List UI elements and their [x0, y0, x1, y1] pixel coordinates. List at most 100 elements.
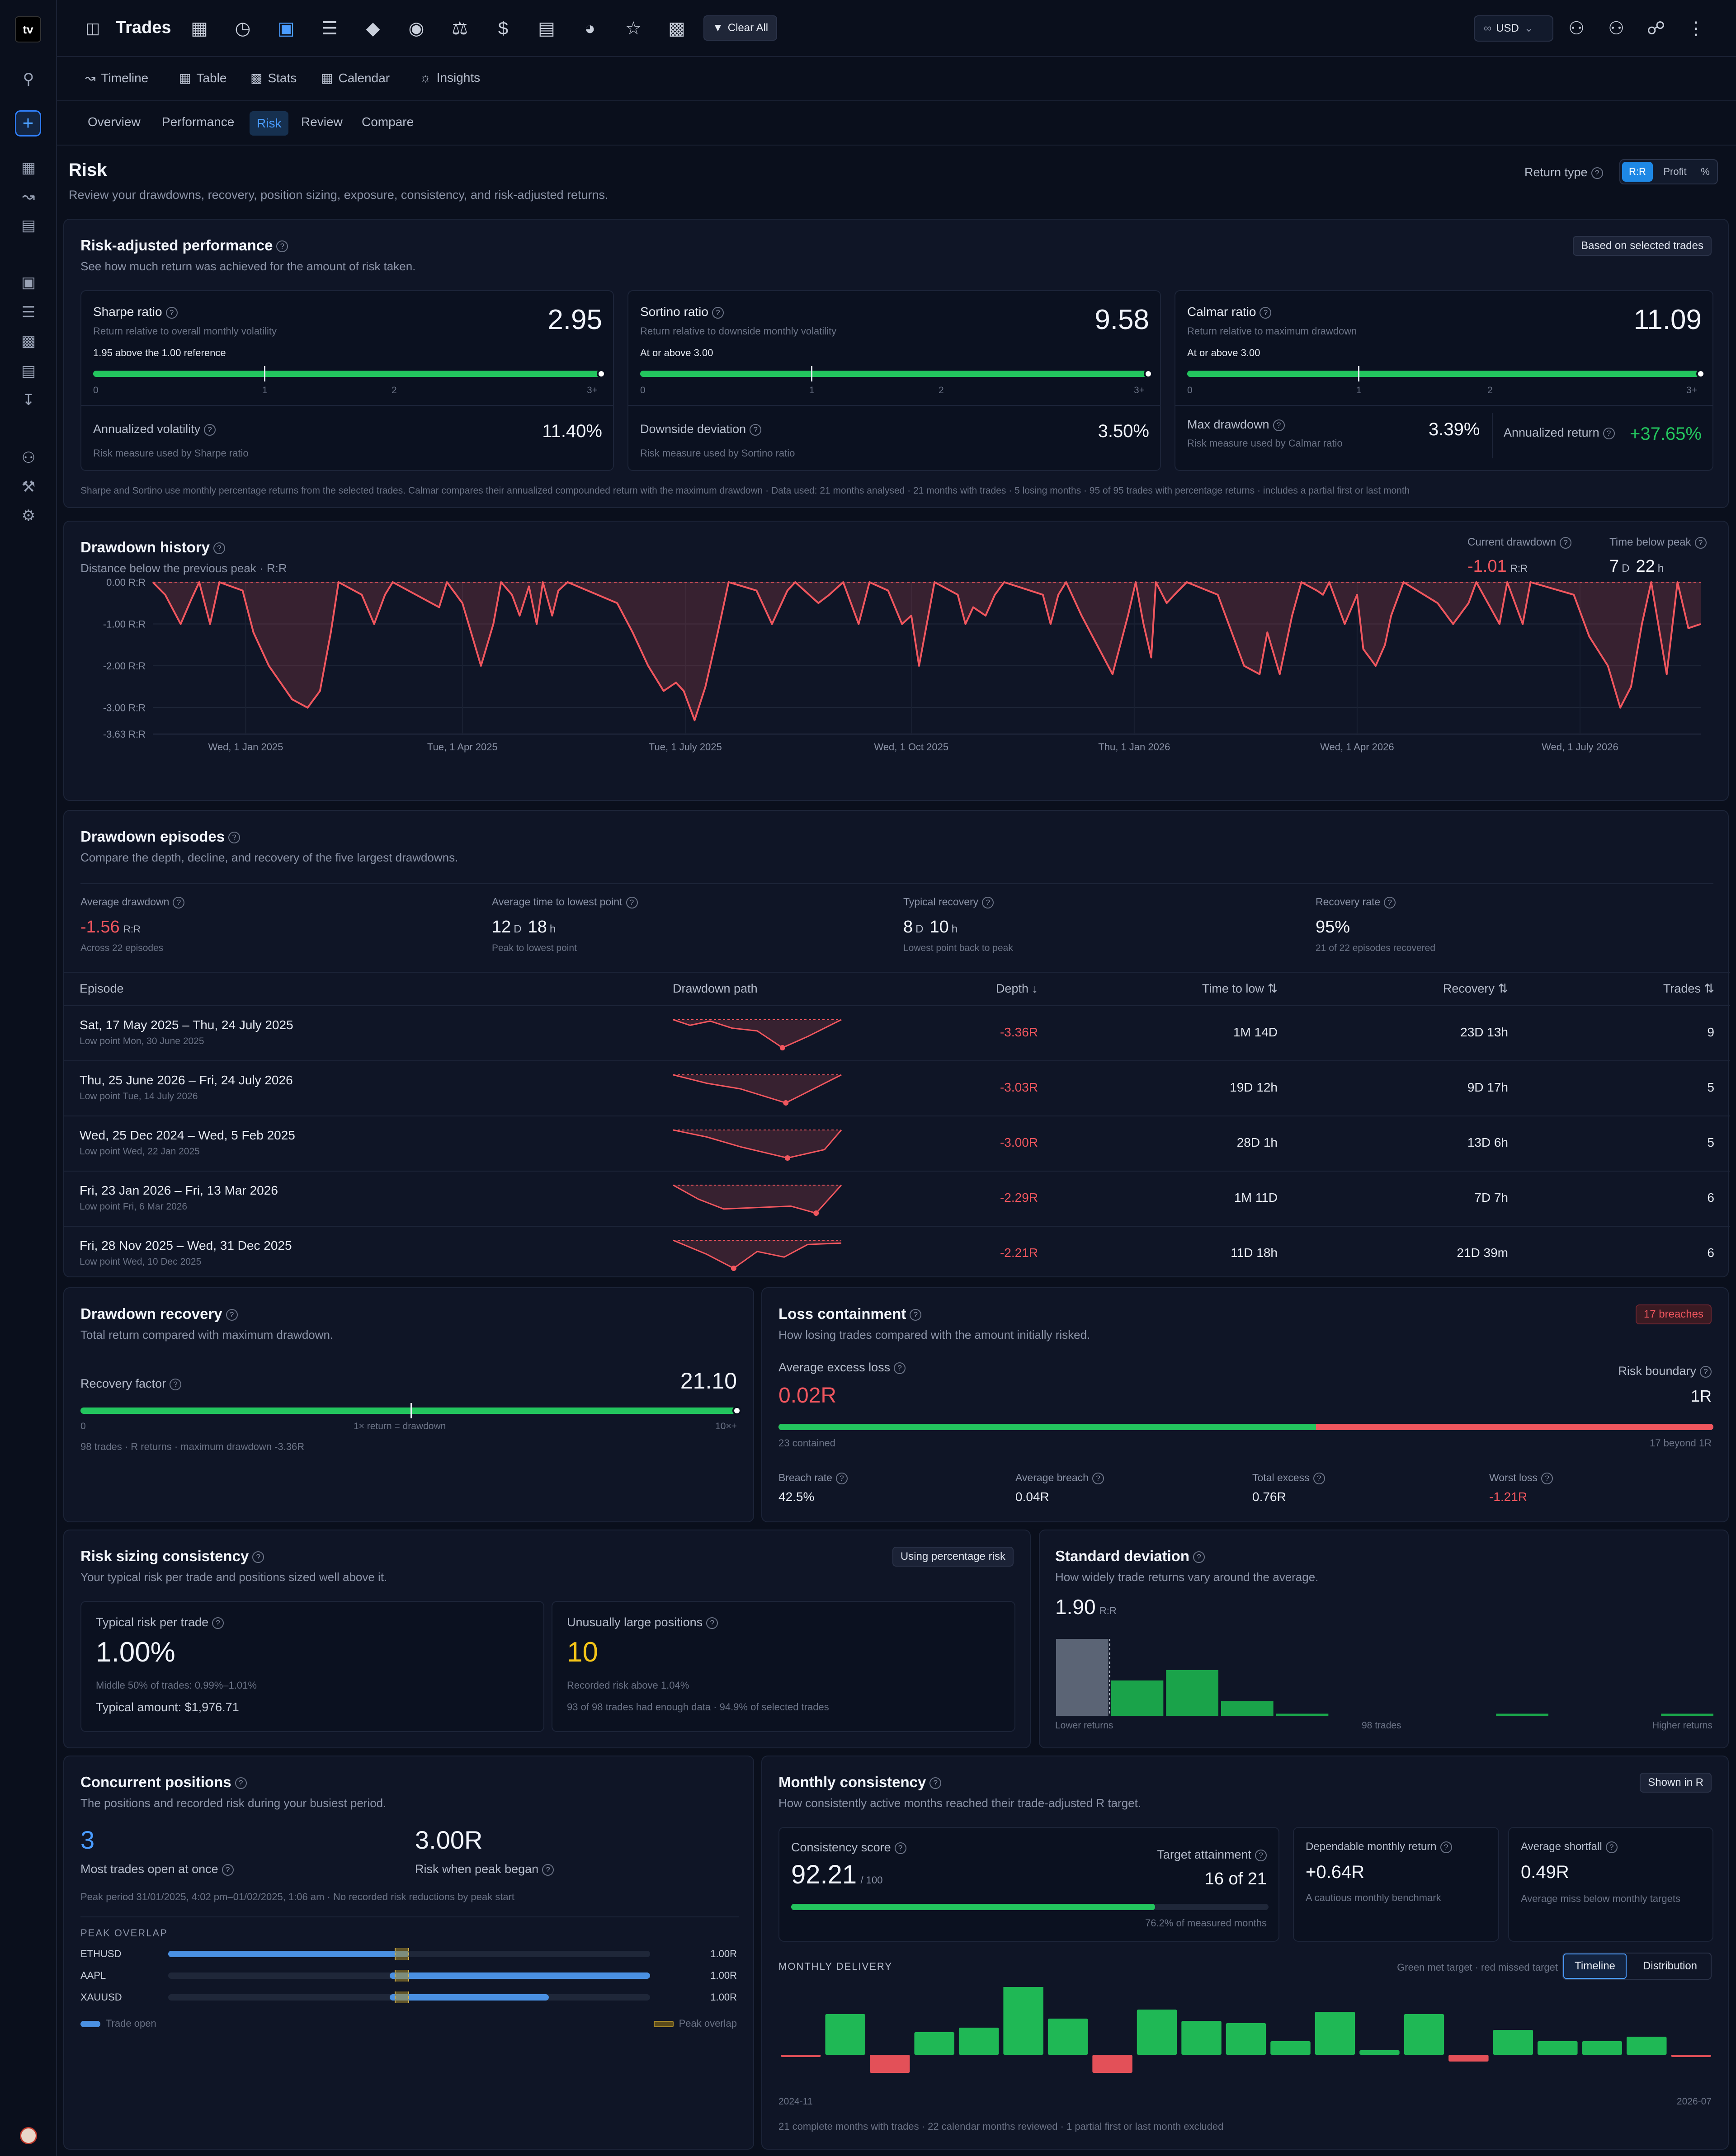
help-icon[interactable]: ?	[226, 1309, 238, 1321]
search-icon[interactable]: ⚲	[23, 71, 34, 88]
help-icon[interactable]: ?	[1700, 1365, 1712, 1378]
help-icon[interactable]: ?	[276, 240, 288, 253]
help-icon[interactable]: ?	[1260, 306, 1272, 319]
help-icon[interactable]: ?	[910, 1309, 922, 1321]
clock-icon[interactable]: ◷	[235, 19, 251, 38]
help-icon[interactable]: ?	[170, 1378, 182, 1390]
briefcase-icon[interactable]: ▣	[278, 19, 295, 38]
sidebar-toggle-icon[interactable]: ◫	[85, 20, 100, 37]
help-icon[interactable]: ?	[235, 1777, 247, 1789]
nav-calendar[interactable]: ▦ Calendar	[321, 71, 390, 85]
month-bar[interactable]	[1359, 2050, 1400, 2055]
help-icon[interactable]: ?	[222, 1864, 234, 1876]
help-icon[interactable]: ?	[894, 1842, 906, 1854]
tag-icon[interactable]: ◆	[366, 19, 380, 38]
month-bar[interactable]	[1538, 2041, 1578, 2055]
rt-percent-button[interactable]: %	[1701, 166, 1710, 177]
dollar-icon[interactable]: $	[498, 18, 509, 38]
help-icon[interactable]: ?	[1384, 896, 1396, 909]
help-icon[interactable]: ?	[712, 306, 724, 319]
share-icon[interactable]: ☍	[1646, 19, 1665, 38]
app-logo[interactable]: tv	[15, 16, 41, 42]
help-icon[interactable]: ?	[894, 1362, 906, 1374]
help-icon[interactable]: ?	[1694, 537, 1707, 549]
nav-timeline[interactable]: ↝ Timeline	[85, 71, 149, 85]
help-icon[interactable]: ?	[835, 1472, 848, 1484]
download-icon[interactable]: ↧	[22, 391, 35, 409]
rt-profit-button[interactable]: Profit	[1663, 166, 1687, 177]
help-icon[interactable]: ?	[1560, 537, 1572, 549]
scale-icon[interactable]: ⚖	[452, 19, 468, 38]
help-icon[interactable]: ?	[1603, 427, 1615, 439]
col-time-to-low[interactable]: Time to low ⇅	[1202, 982, 1278, 995]
help-icon[interactable]: ?	[165, 306, 178, 319]
checklist-icon[interactable]: ☰	[321, 19, 338, 38]
month-bar[interactable]	[1671, 2055, 1711, 2057]
month-bar[interactable]	[1092, 2055, 1132, 2073]
help-icon[interactable]: ?	[706, 1617, 718, 1629]
tab-compare[interactable]: Compare	[362, 115, 414, 129]
tab-risk[interactable]: Risk	[250, 111, 289, 136]
help-icon[interactable]: ?	[212, 1617, 224, 1629]
help-icon[interactable]: ?	[1255, 1849, 1267, 1861]
month-bar[interactable]	[1627, 2037, 1667, 2055]
nav-insights[interactable]: ☼ Insights	[420, 71, 481, 85]
help-icon[interactable]: ?	[228, 832, 241, 844]
help-icon[interactable]: ?	[252, 1551, 264, 1563]
month-bar[interactable]	[914, 2032, 954, 2055]
bar-chart-icon[interactable]: ▩	[668, 19, 685, 38]
help-icon[interactable]: ?	[1193, 1551, 1205, 1563]
month-bar[interactable]	[1448, 2055, 1489, 2062]
month-bar[interactable]	[1404, 2014, 1444, 2055]
add-user-icon[interactable]: ⚇	[1568, 19, 1585, 38]
month-bar[interactable]	[1003, 1987, 1043, 2055]
currency-select[interactable]: ∞ USD ⌄	[1474, 15, 1553, 42]
table-row[interactable]: Fri, 23 Jan 2026 – Fri, 13 Mar 2026 Low p…	[64, 1171, 1730, 1226]
image-icon[interactable]: ▩	[21, 333, 36, 350]
new-button[interactable]: +	[15, 110, 41, 137]
col-trades[interactable]: Trades ⇅	[1663, 982, 1714, 995]
chart-line-icon[interactable]: ↝	[22, 188, 35, 205]
month-bar[interactable]	[1226, 2023, 1266, 2055]
tab-overview[interactable]: Overview	[88, 115, 141, 129]
help-icon[interactable]: ?	[626, 896, 638, 909]
table-row[interactable]: Fri, 28 Nov 2025 – Wed, 31 Dec 2025 Low p…	[64, 1226, 1730, 1281]
timeline-button[interactable]: Timeline	[1563, 1954, 1627, 1979]
calendar-icon[interactable]: ▦	[191, 19, 208, 38]
document-icon[interactable]: ▤	[21, 362, 36, 380]
col-depth[interactable]: Depth ↓	[995, 982, 1038, 995]
month-bar[interactable]	[869, 2055, 910, 2073]
help-icon[interactable]: ?	[173, 896, 185, 909]
briefcase-icon[interactable]: ▣	[21, 274, 36, 291]
month-bar[interactable]	[958, 2028, 999, 2055]
month-bar[interactable]	[1270, 2041, 1311, 2055]
nav-stats[interactable]: ▩ Stats	[250, 71, 297, 85]
help-icon[interactable]: ?	[542, 1864, 554, 1876]
user-avatar[interactable]	[20, 2127, 37, 2144]
help-icon[interactable]: ?	[204, 424, 216, 436]
help-icon[interactable]: ?	[1313, 1472, 1325, 1484]
help-icon[interactable]: ?	[1591, 167, 1603, 179]
table-row[interactable]: Thu, 25 June 2026 – Fri, 24 July 2026 Low…	[64, 1060, 1730, 1116]
help-icon[interactable]: ?	[1440, 1841, 1452, 1853]
month-bar[interactable]	[1047, 2019, 1088, 2055]
month-bar[interactable]	[1493, 2030, 1533, 2055]
dashboard-icon[interactable]: ▦	[21, 159, 36, 176]
month-bar[interactable]	[825, 2014, 865, 2055]
col-recovery[interactable]: Recovery ⇅	[1443, 982, 1508, 995]
more-icon[interactable]: ⋮	[1687, 19, 1705, 38]
settings-icon[interactable]: ⚙	[21, 507, 36, 524]
month-bar[interactable]	[1181, 2021, 1222, 2055]
month-bar[interactable]	[1137, 2010, 1177, 2055]
users-icon[interactable]: ⚇	[21, 449, 36, 466]
tab-review[interactable]: Review	[301, 115, 343, 129]
distribution-button[interactable]: Distribution	[1642, 1960, 1698, 1972]
star-icon[interactable]: ☆	[625, 19, 642, 38]
month-bar[interactable]	[1315, 2012, 1355, 2055]
table-row[interactable]: Wed, 25 Dec 2024 – Wed, 5 Feb 2025 Low po…	[64, 1116, 1730, 1171]
rt-rr-button[interactable]: R:R	[1622, 162, 1653, 182]
col-episode[interactable]: Episode	[80, 982, 124, 995]
nav-table[interactable]: ▦ Table	[179, 71, 227, 85]
help-icon[interactable]: ?	[1541, 1472, 1553, 1484]
help-icon[interactable]: ?	[213, 542, 226, 555]
